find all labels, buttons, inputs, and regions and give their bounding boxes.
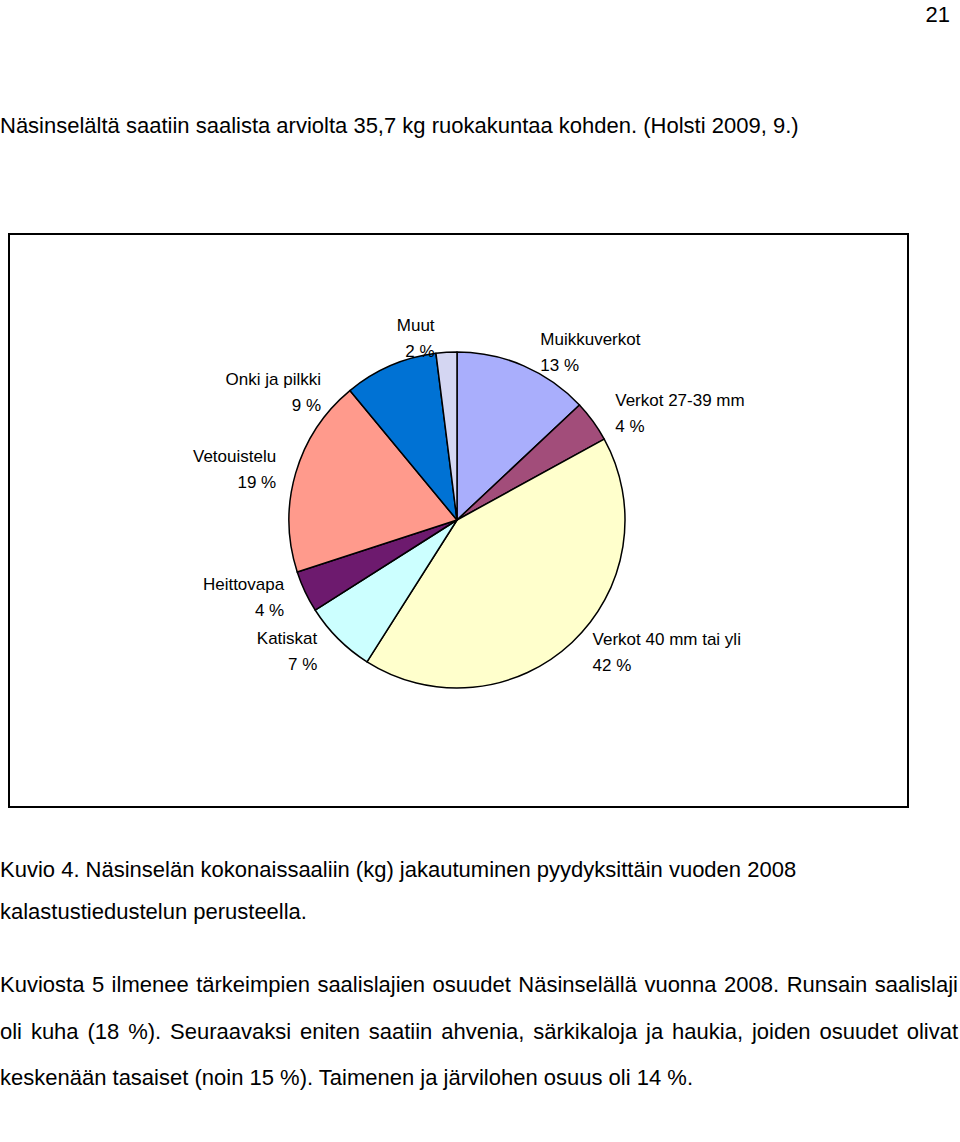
svg-text:Verkot 40 mm tai yli: Verkot 40 mm tai yli <box>593 630 741 649</box>
svg-text:Onki ja pilkki: Onki ja pilkki <box>226 370 321 389</box>
svg-text:Verkot 27-39 mm: Verkot 27-39 mm <box>615 391 744 410</box>
svg-text:7 %: 7 % <box>288 655 317 674</box>
svg-text:Muut: Muut <box>397 316 435 335</box>
svg-text:9 %: 9 % <box>292 396 321 415</box>
html-text:Kuviosta 5 ilmenee tärkeimpien: Kuviosta 5 ilmenee tärkeimpien saalislaj… <box>0 972 958 1090</box>
svg-text:Muikkuverkot: Muikkuverkot <box>540 330 640 349</box>
svg-text:Katiskat: Katiskat <box>257 629 318 648</box>
html-text:21: 21 <box>925 2 950 27</box>
svg-text:13 %: 13 % <box>540 356 579 375</box>
svg-text:4 %: 4 % <box>615 417 644 436</box>
html-text:Kuvio 4. Näsinselän kokonaissa: Kuvio 4. Näsinselän kokonaissaaliin (kg)… <box>0 857 797 924</box>
svg-text:4 %: 4 % <box>255 601 284 620</box>
svg-text:2 %: 2 % <box>405 342 434 361</box>
svg-text:Vetouistelu: Vetouistelu <box>193 447 276 466</box>
svg-text:Heittovapa: Heittovapa <box>203 575 285 594</box>
svg-text:42 %: 42 % <box>593 656 632 675</box>
svg-text:19 %: 19 % <box>237 473 276 492</box>
html-text:Näsinselältä saatiin saalista: Näsinselältä saatiin saalista arviolta 3… <box>0 113 799 138</box>
